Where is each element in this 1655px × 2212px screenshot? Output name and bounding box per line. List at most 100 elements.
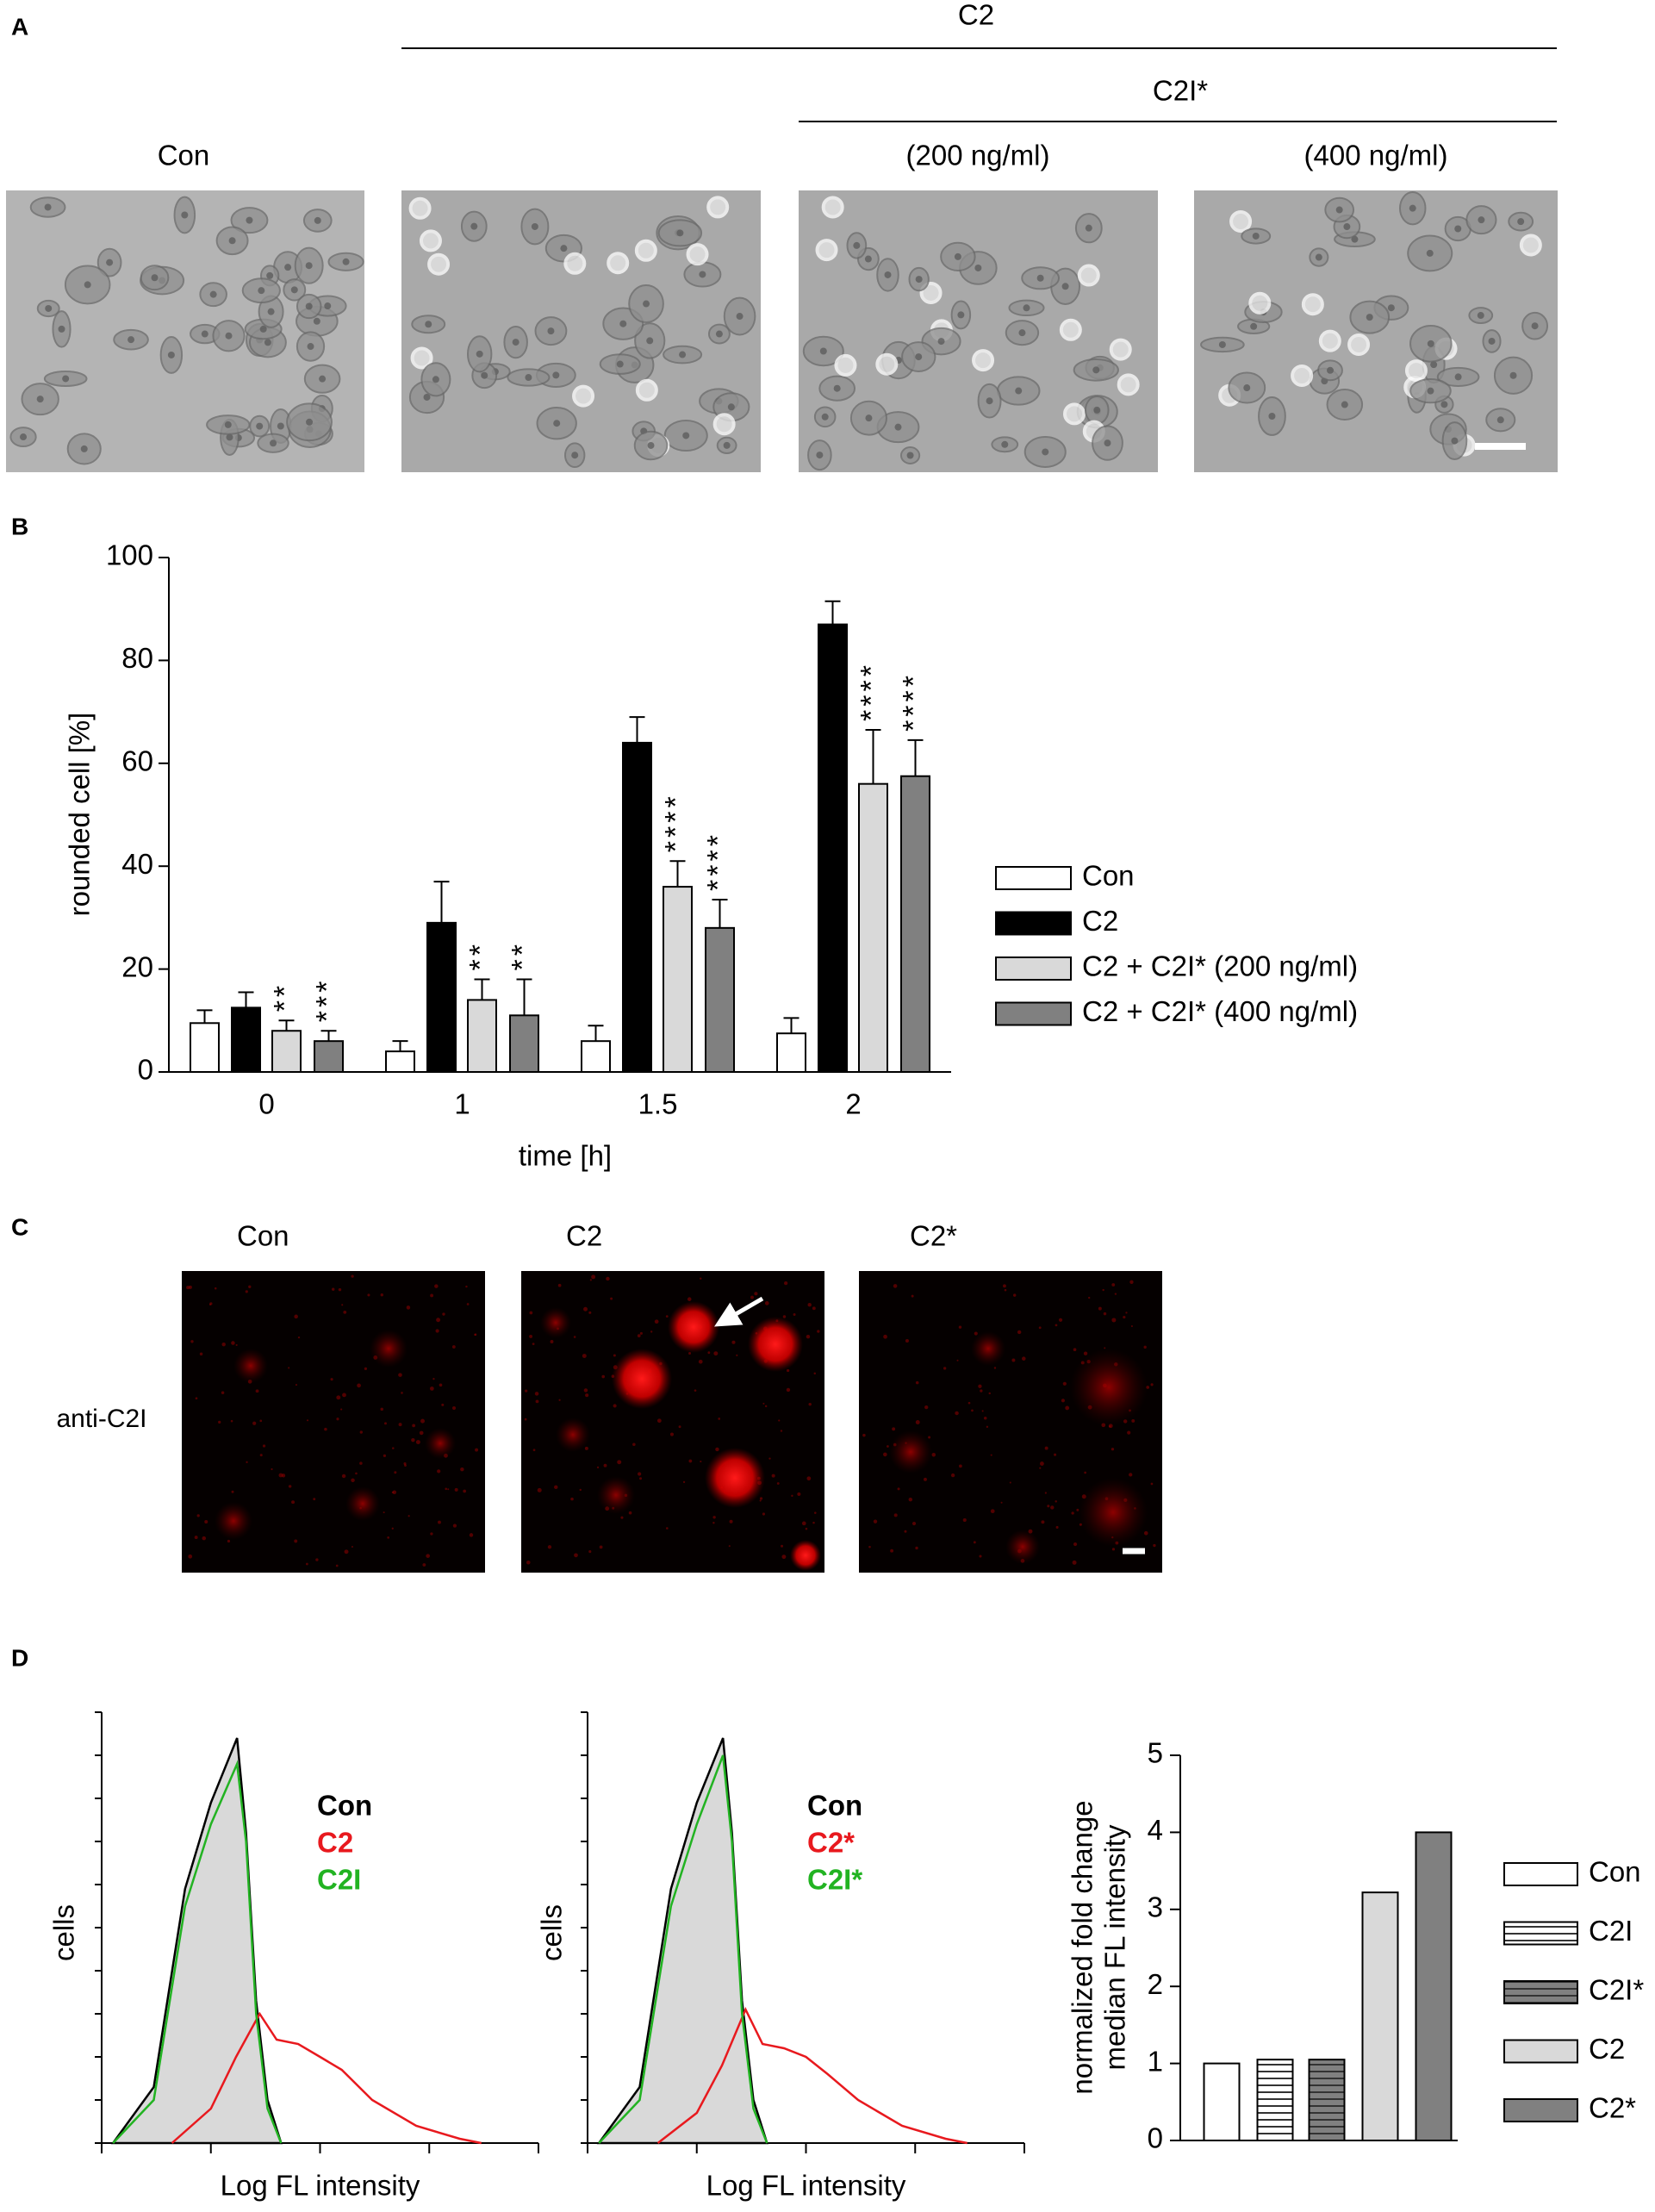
speckle: [445, 1487, 448, 1491]
speckle: [1012, 1293, 1017, 1297]
speckle: [1017, 1330, 1022, 1335]
legend-swatch: [1503, 1862, 1578, 1886]
speckle: [231, 1490, 234, 1493]
speckle: [529, 1334, 533, 1338]
cell: [1519, 234, 1542, 257]
speckle: [359, 1430, 364, 1434]
speckle: [1038, 1326, 1042, 1330]
nucleus: [151, 274, 159, 282]
nucleus: [270, 439, 277, 447]
speckle: [412, 1424, 416, 1428]
speckle: [606, 1276, 610, 1281]
cell-signal: [540, 1307, 571, 1338]
speckle: [429, 1386, 434, 1391]
nucleus: [1430, 361, 1438, 369]
speckle: [707, 1351, 711, 1355]
speckle: [534, 1392, 539, 1396]
nucleus: [290, 286, 298, 294]
speckle: [1072, 1560, 1077, 1565]
histogram-line: [112, 1760, 283, 2144]
speckle: [1103, 1312, 1107, 1316]
nucleus: [682, 432, 690, 439]
bar: [509, 1014, 539, 1073]
speckle: [778, 1419, 781, 1422]
nucleus: [266, 271, 274, 279]
nucleus: [1085, 224, 1092, 232]
speckle: [993, 1367, 997, 1369]
speckle: [1044, 1446, 1048, 1450]
speckle: [466, 1303, 470, 1305]
speckle: [931, 1453, 936, 1457]
speckle: [291, 1500, 296, 1505]
bar: [385, 1050, 415, 1073]
nucleus: [80, 445, 88, 452]
legend-swatch: [995, 956, 1072, 981]
speckle: [1123, 1315, 1126, 1319]
nucleus: [865, 414, 873, 422]
speckle: [344, 1549, 349, 1555]
speckle: [786, 1387, 791, 1393]
speckle: [806, 1476, 812, 1481]
cell: [419, 229, 442, 252]
speckle: [199, 1352, 203, 1355]
speckle: [973, 1541, 976, 1544]
speckle: [529, 1311, 533, 1315]
speckle: [728, 1545, 731, 1548]
speckle: [715, 1447, 719, 1452]
cell-signal: [971, 1331, 1005, 1366]
speckle: [812, 1521, 815, 1524]
legend-label: C2I: [1589, 1915, 1633, 1947]
speckle: [1040, 1461, 1044, 1466]
speckle: [1153, 1543, 1156, 1548]
speckle: [451, 1345, 456, 1349]
speckle: [403, 1461, 407, 1466]
legend-label: C2: [1082, 905, 1118, 937]
speckle: [330, 1378, 333, 1381]
nucleus: [715, 330, 723, 338]
speckle: [990, 1454, 992, 1456]
nucleus: [552, 371, 560, 379]
speckle: [432, 1377, 435, 1380]
fluorescence-image: [182, 1271, 485, 1573]
nucleus: [986, 397, 993, 405]
speckle: [1047, 1505, 1050, 1508]
nucleus: [306, 418, 314, 426]
column-label: C2: [566, 1220, 602, 1252]
micrograph: [401, 190, 761, 472]
nucleus: [258, 287, 265, 295]
speckle: [797, 1492, 801, 1497]
speckle: [817, 1330, 820, 1333]
legend-swatch: [1503, 1980, 1578, 2004]
nucleus: [647, 441, 655, 449]
legend-label: C2I*: [1589, 1974, 1644, 2006]
speckle: [341, 1304, 344, 1306]
speckle: [524, 1418, 527, 1421]
speckle: [343, 1310, 347, 1314]
bar: [314, 1040, 344, 1074]
speckle: [688, 1459, 693, 1463]
panel-label: C: [11, 1213, 28, 1240]
legend-label: Con: [1589, 1856, 1641, 1888]
nucleus: [1343, 223, 1351, 231]
bar: [231, 1006, 261, 1073]
speckle: [950, 1473, 955, 1478]
legend-swatch: [1503, 2039, 1578, 2064]
speckle: [426, 1554, 430, 1558]
speckle: [887, 1445, 889, 1448]
significance: **: [506, 941, 538, 970]
speckle: [570, 1497, 574, 1501]
speckle: [357, 1383, 361, 1388]
speckle: [447, 1488, 450, 1491]
significance: ****: [897, 672, 930, 732]
nucleus: [224, 421, 232, 428]
speckle: [780, 1430, 783, 1432]
speckle: [958, 1325, 962, 1329]
cell: [572, 384, 595, 408]
cell: [706, 196, 730, 219]
speckle: [554, 1485, 558, 1490]
nucleus: [723, 441, 731, 449]
micrograph: [1194, 190, 1558, 472]
nucleus: [324, 302, 332, 310]
speckle: [1114, 1293, 1117, 1295]
micrograph: [6, 190, 364, 472]
